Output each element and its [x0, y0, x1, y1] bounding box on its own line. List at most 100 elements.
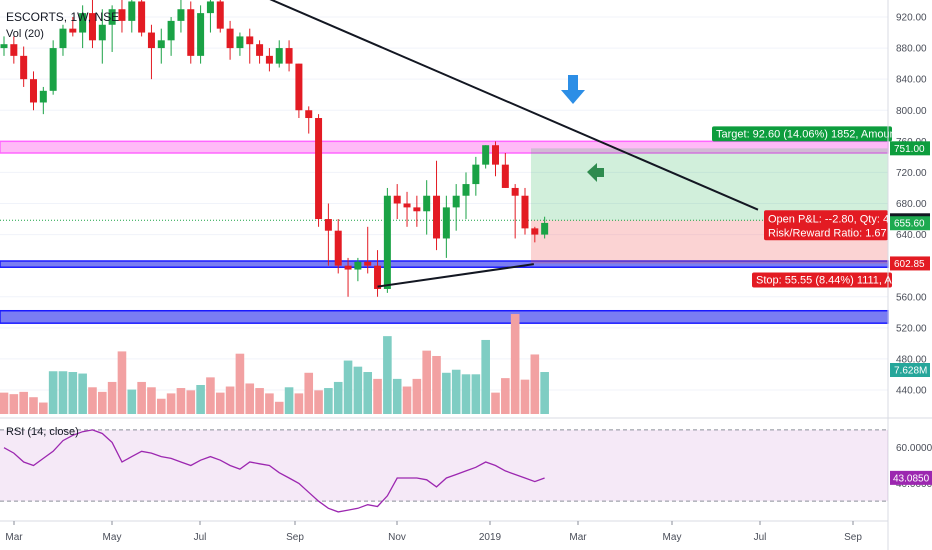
- candle-body: [472, 164, 480, 185]
- volume-bar: [451, 369, 461, 414]
- volume-indicator-label[interactable]: Vol (20): [6, 28, 44, 40]
- stop-price-tag-label: 602.85: [894, 259, 925, 270]
- volume-bar: [206, 377, 215, 414]
- volume-bar: [225, 386, 235, 414]
- candle-body: [334, 230, 342, 266]
- candle-body: [531, 228, 539, 235]
- time-axis-tick: Nov: [388, 532, 406, 543]
- candle-body: [59, 28, 67, 49]
- candle-body: [265, 55, 273, 64]
- candle-body: [39, 90, 47, 103]
- volume-bar: [491, 392, 500, 414]
- volume-bar: [245, 383, 255, 414]
- volume-bar: [304, 372, 314, 414]
- target-label: Target: 92.60 (14.06%) 1852, Amount: [716, 128, 899, 140]
- candle-body: [374, 265, 382, 289]
- volume-bar: [107, 381, 117, 414]
- volume-bar: [422, 350, 431, 414]
- rsi-tag-label: 43.0850: [893, 473, 930, 484]
- arrow-down-icon[interactable]: [561, 75, 585, 104]
- stop-price-tag: [890, 256, 930, 271]
- candle-body: [433, 195, 441, 239]
- candle-body: [344, 265, 352, 270]
- volume-bar: [98, 391, 107, 414]
- time-axis-tick: Mar: [5, 532, 23, 543]
- volume-bar: [235, 353, 245, 414]
- candle-body: [285, 48, 293, 64]
- rsi-band: [0, 429, 888, 502]
- price-axis-tick: 440.00: [896, 386, 927, 397]
- price-axis-tick: 720.00: [896, 168, 927, 179]
- target-price-tag-label: 751.00: [894, 144, 925, 155]
- candle-body: [206, 1, 214, 14]
- volume-bar: [353, 366, 363, 414]
- stop-label: Stop: 55.55 (8.44%) 1111, Amount: [756, 274, 922, 286]
- candle-body: [138, 1, 146, 33]
- symbol-title: ESCORTS, 1W, NSE: [6, 10, 120, 24]
- candle-body: [521, 195, 529, 229]
- volume-bar: [265, 393, 274, 414]
- volume-bar: [530, 354, 540, 414]
- volume-bar: [48, 371, 58, 414]
- volume-bar: [461, 374, 471, 414]
- volume-bar: [373, 378, 382, 414]
- candle-body: [501, 164, 509, 188]
- lower-support-band: [0, 309, 889, 324]
- volume-bar: [432, 355, 441, 414]
- candle-body: [383, 195, 391, 289]
- rsi-indicator-label[interactable]: RSI (14, close): [6, 426, 79, 438]
- volume-bar: [481, 339, 490, 414]
- volume-bar: [255, 388, 264, 414]
- candle-body: [442, 207, 450, 239]
- volume-bar: [127, 389, 137, 414]
- candle-body: [10, 44, 18, 56]
- volume-bar: [29, 397, 38, 414]
- candle-body: [275, 48, 283, 64]
- rsi-tag: [890, 470, 932, 485]
- price-axis-tick: 560.00: [896, 292, 927, 303]
- risk-reward-label: Risk/Reward Ratio: 1.67: [768, 227, 887, 239]
- price-axis-tick: 800.00: [896, 106, 927, 117]
- ascending-trendline[interactable]: [377, 263, 534, 288]
- volume-tag-label: 7.628M: [894, 366, 927, 377]
- descending-trendline[interactable]: [243, 0, 759, 211]
- candle-body: [0, 44, 8, 49]
- volume-bar: [363, 372, 373, 414]
- volume-bar: [186, 390, 196, 414]
- volume-bar: [501, 378, 510, 414]
- time-axis-tick: Sep: [844, 532, 862, 543]
- volume-bar: [39, 402, 48, 414]
- rsi-axis-tick: 60.0000: [896, 443, 932, 454]
- candle-body: [482, 145, 490, 165]
- volume-bar: [274, 401, 284, 414]
- time-axis-tick: 2019: [479, 532, 502, 543]
- candle-body: [167, 20, 175, 41]
- volume-bar: [392, 378, 402, 414]
- candle-body: [128, 1, 136, 21]
- target-label-box[interactable]: [712, 126, 892, 142]
- time-axis-tick: May: [663, 532, 682, 543]
- candle-body: [20, 55, 28, 80]
- stop-label-box[interactable]: [752, 272, 892, 288]
- candle-body: [236, 36, 244, 49]
- candle-body: [79, 13, 87, 33]
- volume-bar: [0, 392, 9, 414]
- candle-body: [197, 13, 205, 56]
- candle-body: [492, 145, 499, 165]
- candle-body: [98, 24, 106, 41]
- volume-bar: [284, 387, 294, 414]
- candle-body: [226, 28, 234, 49]
- volume-bar: [343, 360, 353, 414]
- candle-body: [413, 207, 421, 212]
- candle-body: [511, 187, 519, 196]
- candle-body: [246, 36, 254, 45]
- arrow-left-icon[interactable]: [587, 163, 604, 182]
- volume-bar: [88, 387, 97, 414]
- price-axis-tick: 880.00: [896, 44, 927, 55]
- profit-zone[interactable]: [530, 148, 888, 221]
- candle-body: [108, 9, 116, 25]
- time-axis-tick: Jul: [194, 532, 207, 543]
- position-info-box[interactable]: [764, 210, 888, 241]
